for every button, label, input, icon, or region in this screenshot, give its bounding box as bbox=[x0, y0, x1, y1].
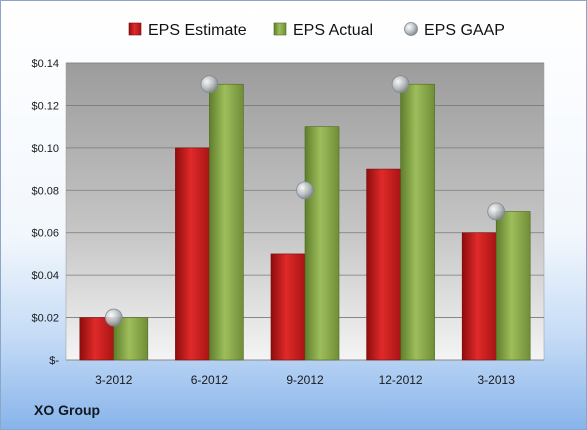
y-tick-label: $- bbox=[49, 355, 59, 367]
bar-eps-actual bbox=[400, 83, 435, 361]
x-tick-label: 3-2013 bbox=[478, 373, 516, 387]
bar-eps-actual bbox=[113, 317, 149, 361]
bar-eps-estimate bbox=[175, 147, 210, 361]
y-tick-label: $0.10 bbox=[31, 143, 59, 155]
bar-eps-estimate bbox=[461, 232, 497, 361]
y-tick-label: $0.14 bbox=[31, 58, 59, 70]
bar-eps-estimate bbox=[79, 317, 115, 361]
x-tick-label: 3-2012 bbox=[95, 373, 133, 387]
legend-label: EPS GAAP bbox=[424, 22, 505, 39]
legend-swatch-eps-actual bbox=[273, 22, 287, 36]
x-axis: 3-2012 6-2012 9-2012 12-2012 3-2013 bbox=[95, 373, 515, 387]
y-tick-label: $0.06 bbox=[31, 228, 59, 240]
marker-eps-gaap bbox=[200, 75, 219, 94]
legend-label: EPS Actual bbox=[293, 22, 373, 39]
marker-eps-gaap bbox=[487, 202, 506, 221]
y-tick-label: $0.12 bbox=[31, 100, 59, 112]
bar-eps-actual bbox=[304, 126, 340, 361]
legend-swatch-eps-estimate bbox=[128, 22, 142, 36]
company-label: XO Group bbox=[34, 402, 101, 418]
legend: EPS Estimate EPS Actual EPS GAAP bbox=[128, 22, 505, 39]
bars bbox=[79, 83, 531, 361]
gaap-markers bbox=[104, 75, 506, 327]
x-tick-label: 12-2012 bbox=[379, 373, 423, 387]
y-tick-label: $0.08 bbox=[31, 185, 59, 197]
bar-eps-actual bbox=[209, 83, 244, 361]
marker-eps-gaap bbox=[104, 308, 123, 327]
bar-eps-estimate bbox=[366, 168, 401, 361]
marker-eps-gaap bbox=[296, 181, 314, 200]
bar-eps-estimate bbox=[270, 253, 306, 361]
y-axis: $- $0.02 $0.04 $0.06 $0.08 $0.10 $0.12 $0.14 bbox=[31, 58, 59, 367]
marker-eps-gaap bbox=[391, 75, 410, 94]
legend-swatch-eps-gaap bbox=[404, 22, 418, 36]
y-tick-label: $0.02 bbox=[31, 313, 59, 325]
legend-label: EPS Estimate bbox=[148, 22, 247, 39]
y-tick-label: $0.04 bbox=[31, 270, 59, 282]
x-tick-label: 9-2012 bbox=[286, 373, 324, 387]
x-tick-label: 6-2012 bbox=[191, 373, 229, 387]
bar-eps-actual bbox=[495, 211, 531, 361]
